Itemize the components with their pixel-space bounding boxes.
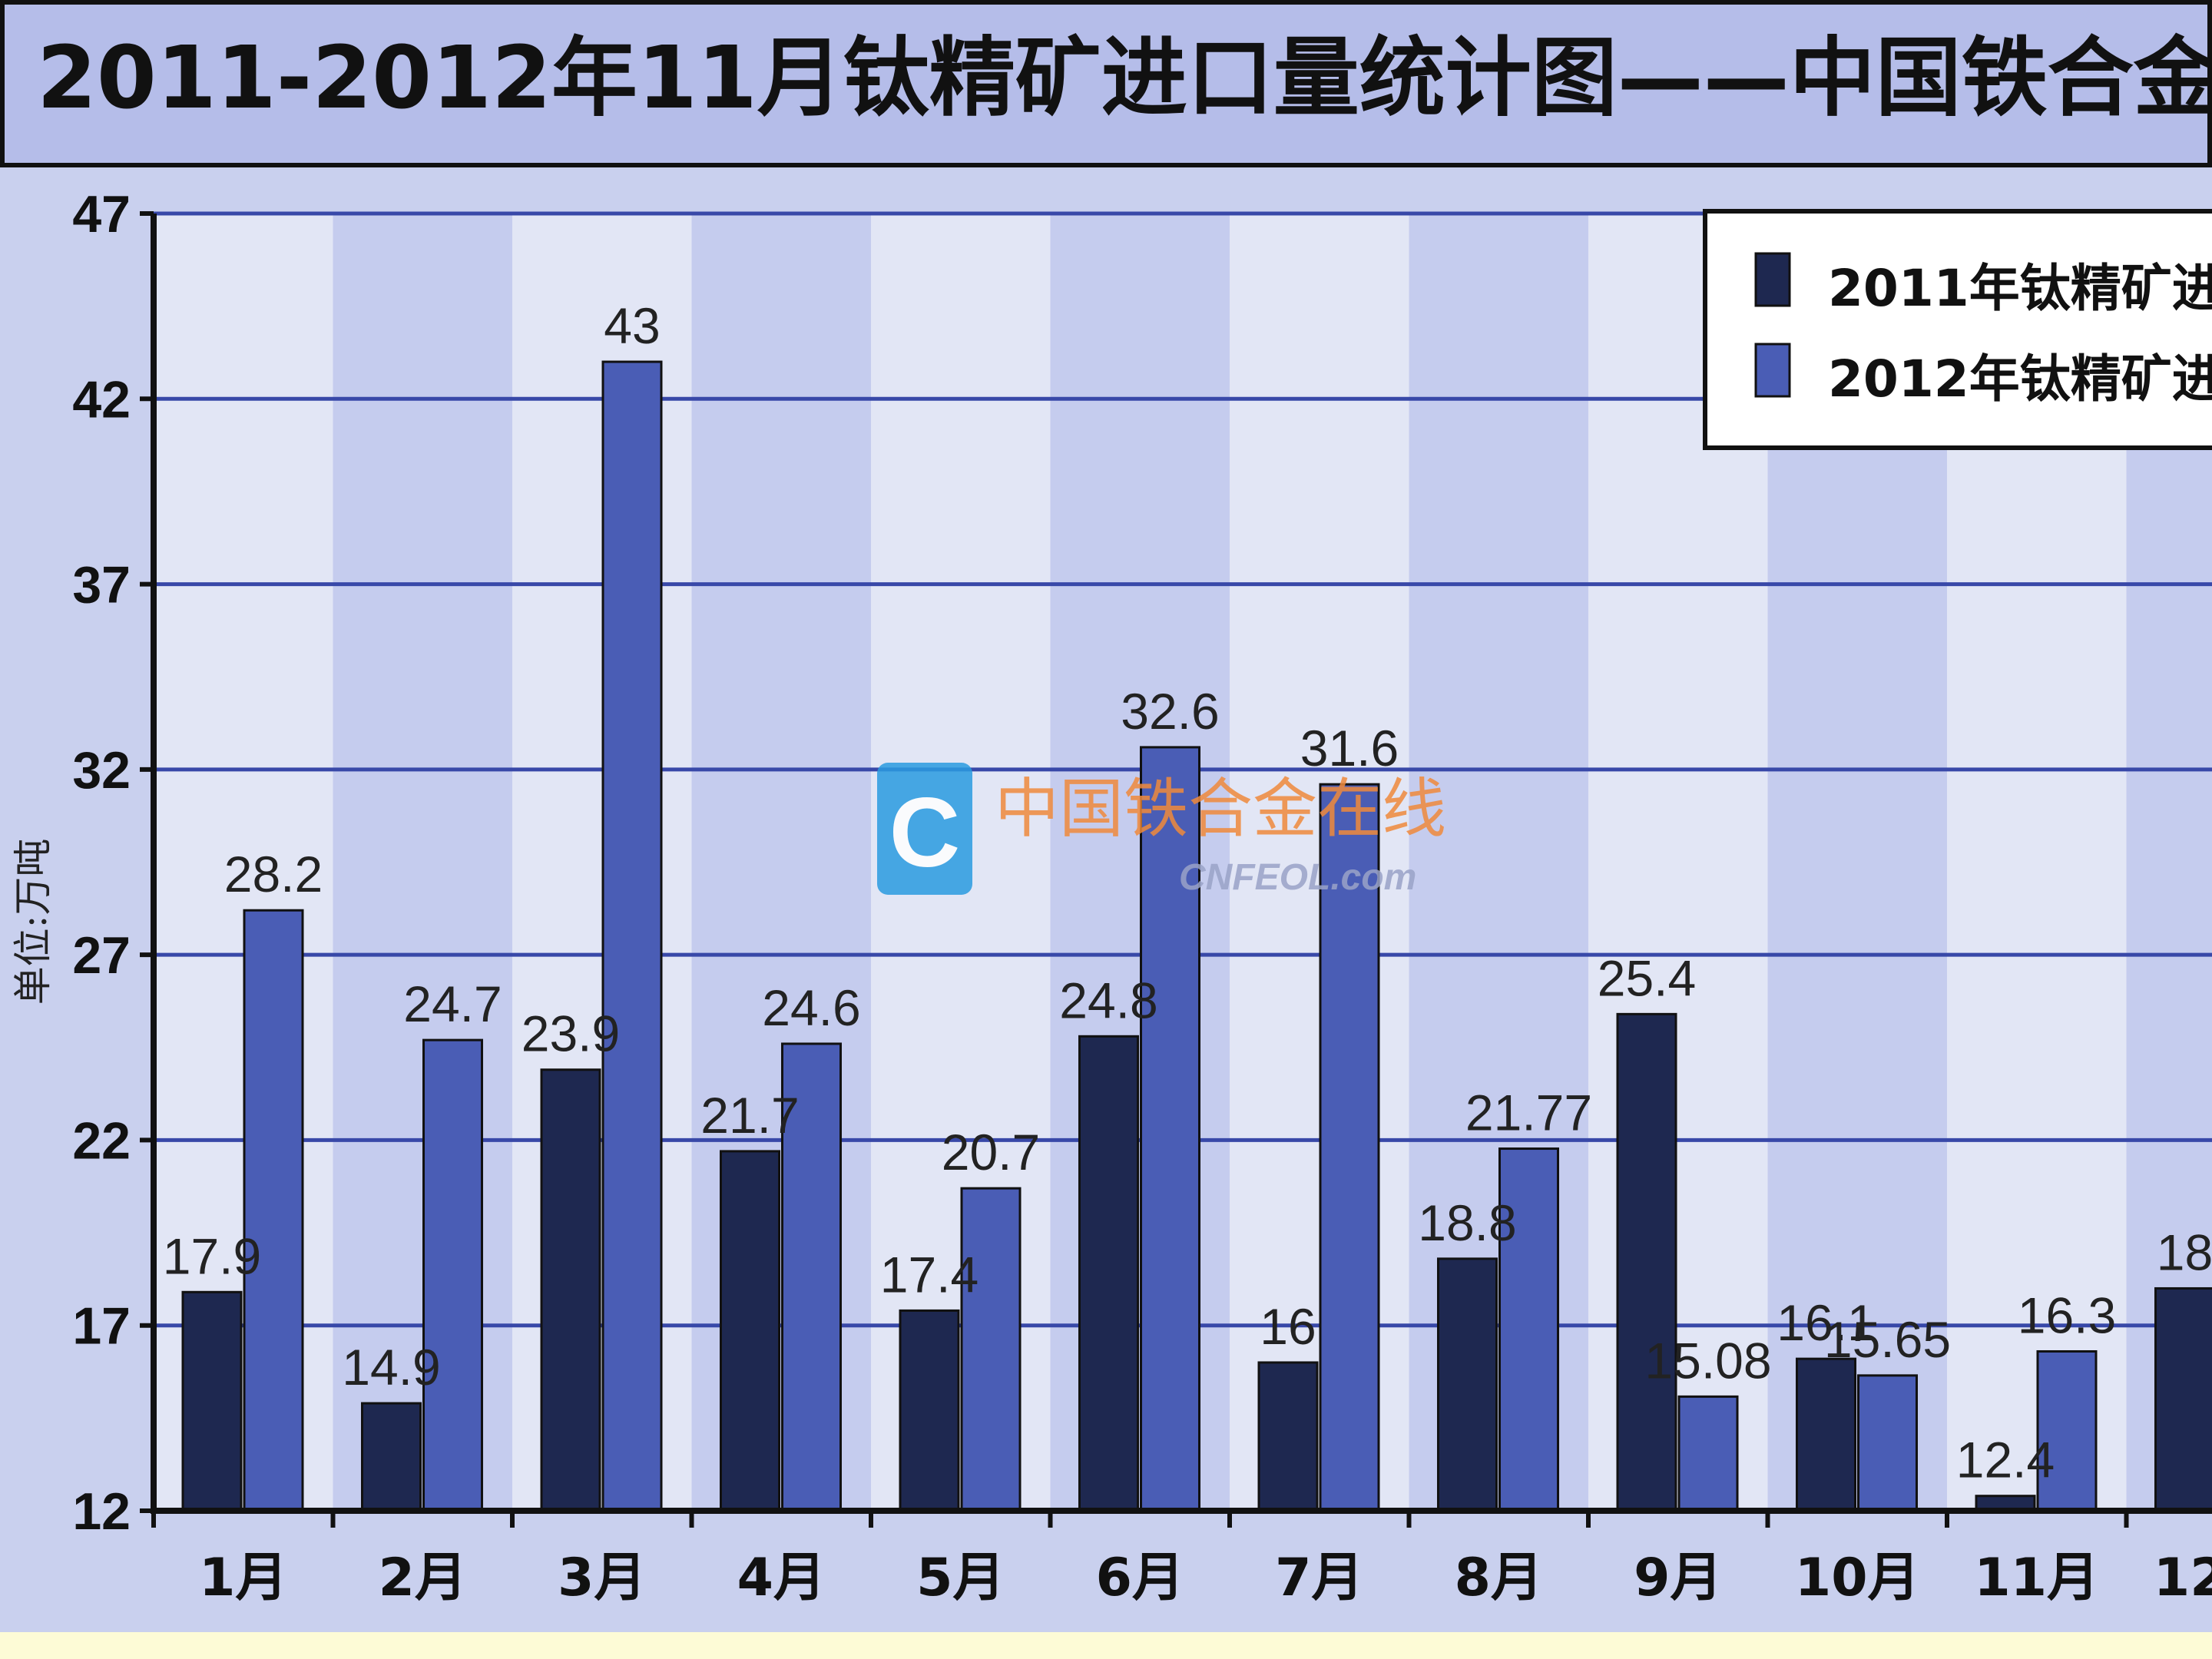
data-label: 12.4: [1956, 1432, 2055, 1488]
bar-2012: [422, 1038, 483, 1512]
data-label: 28.2: [224, 846, 323, 902]
x-tick-label: 4月: [737, 1548, 826, 1608]
bar-2012: [243, 909, 304, 1512]
legend-label-2012: 2012年钛精矿进口量: [1828, 349, 2212, 409]
x-tick-label: 9月: [1634, 1548, 1722, 1608]
legend-label-2011: 2011年钛精矿进口量: [1828, 259, 2212, 318]
data-label: 21.7: [700, 1087, 799, 1144]
data-label: 17.9: [163, 1227, 261, 1284]
y-tick-label: 12: [72, 1482, 131, 1541]
legend-box: [1703, 209, 2212, 450]
data-label: 32.6: [1121, 683, 1219, 740]
bar-2012: [1677, 1395, 1739, 1512]
bar-2011: [540, 1068, 601, 1512]
legend-swatch-2012: [1754, 343, 1791, 398]
data-label: 15.65: [1824, 1311, 1951, 1368]
data-label: 31.6: [1300, 720, 1399, 777]
data-label: 16.3: [2018, 1286, 2116, 1343]
y-tick-label: 42: [72, 370, 131, 429]
x-tick-label: 8月: [1455, 1548, 1543, 1608]
y-tick-label: 32: [72, 741, 131, 800]
bar-2012: [1140, 746, 1200, 1512]
y-axis-label: 单位:万吨: [11, 839, 55, 1005]
bar-2012: [601, 360, 663, 1512]
bar-2012: [781, 1042, 842, 1512]
x-tick-label: 2月: [379, 1548, 467, 1608]
watermark-text: 中国铁合金在线: [995, 771, 1446, 846]
bar-2011: [720, 1150, 780, 1512]
watermark-logo: [877, 763, 972, 895]
y-tick-label: 47: [72, 185, 131, 243]
y-tick-label: 37: [72, 556, 131, 614]
bar-2012: [1857, 1374, 1918, 1512]
axes: [140, 211, 2212, 1528]
data-label: 24.7: [403, 975, 502, 1032]
x-tick-label: 12月: [2154, 1548, 2212, 1608]
title-box: [0, 0, 2212, 167]
bar-2011: [899, 1309, 960, 1512]
watermark: C 中国铁合金在线 CNFEOL.com: [877, 763, 1446, 898]
data-label: 43: [604, 297, 660, 354]
data-label: 24.8: [1059, 972, 1157, 1028]
data-label: 15.08: [1644, 1332, 1771, 1389]
bar-2011: [1437, 1257, 1498, 1512]
data-label: 21.77: [1465, 1084, 1592, 1141]
x-tick-label: 11月: [1974, 1548, 2099, 1608]
y-tick-label: 22: [72, 1111, 131, 1170]
data-label: 17.4: [880, 1246, 979, 1303]
y-tick-label: 27: [72, 926, 131, 985]
bar-2011: [181, 1290, 243, 1512]
x-tick-labels: 1月 2月 3月 4月 5月 6月 7月 8月 9月 10月 11月 12月: [199, 1548, 2212, 1608]
x-tick-label: 6月: [1096, 1548, 1184, 1608]
data-label: 18: [2157, 1224, 2212, 1280]
bars: [181, 360, 2212, 1512]
legend: 2011年钛精矿进口量 2012年钛精矿进口量: [1703, 209, 2212, 450]
data-label: 16: [1260, 1298, 1316, 1355]
data-label: 20.7: [942, 1124, 1040, 1181]
data-label: 14.9: [342, 1339, 440, 1396]
data-label: 16.1: [1777, 1294, 1875, 1351]
data-label: 24.6: [762, 979, 860, 1036]
bar-2012: [960, 1187, 1022, 1512]
bar-2011: [1796, 1357, 1856, 1512]
chart-title: 2011-2012年11月钛精矿进口量统计图——中国铁合金在线: [37, 28, 2212, 128]
x-tick-label: 1月: [199, 1548, 287, 1608]
bar-2011: [1078, 1035, 1139, 1512]
y-tick-label: 17: [72, 1297, 131, 1356]
watermark-subtext: CNFEOL.com: [1179, 857, 1416, 898]
data-label: 18.8: [1418, 1194, 1516, 1251]
x-tick-label: 3月: [558, 1548, 646, 1608]
legend-swatch-2011: [1754, 252, 1791, 307]
x-tick-label: 7月: [1275, 1548, 1363, 1608]
bar-2012: [1319, 783, 1380, 1512]
data-label: 23.9: [522, 1005, 620, 1062]
bar-2011: [1616, 1012, 1677, 1512]
bar-2011: [1257, 1361, 1319, 1512]
y-tick-labels: 12 17 22 27 32 37 42 47: [72, 185, 131, 1541]
bar-2011: [2154, 1286, 2212, 1512]
bar-2011: [361, 1402, 422, 1512]
x-tick-label: 10月: [1795, 1548, 1920, 1608]
watermark-logo-letter: C: [889, 778, 960, 888]
data-label: 25.4: [1598, 949, 1696, 1006]
value-labels: 17.9 28.2 14.9 24.7 23.9 43 21.7 24.6 17.4 20.7 24…: [163, 297, 2212, 1488]
x-tick-label: 5月: [916, 1548, 1005, 1608]
